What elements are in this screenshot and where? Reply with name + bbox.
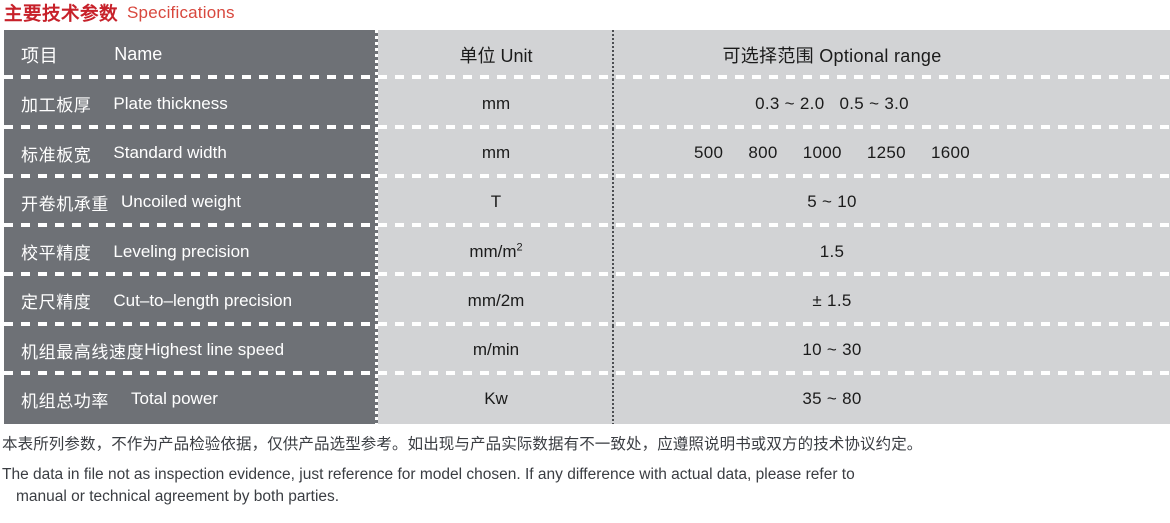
row-cell-range: 1.5 — [614, 227, 1170, 277]
row-name-cn: 开卷机承重 — [21, 194, 109, 214]
row-unit-value: T — [490, 192, 502, 212]
header-range-label: 可选择范围 Optional range — [722, 45, 942, 66]
row-unit-value: mm — [481, 93, 511, 113]
row-cell-name: 标准板宽 Standard width — [4, 128, 378, 179]
row-cell-unit: T — [378, 177, 614, 228]
header-cell-name: 项目 Name — [4, 30, 378, 80]
row-range-value: 500 800 1000 1250 1600 — [693, 143, 971, 163]
table-row: 定尺精度 Cut–to–length precision mm/2m ± 1.5 — [4, 276, 1170, 326]
footnote-en-line1: The data in file not as inspection evide… — [2, 466, 855, 483]
table-header-row: 项目 Name 单位 Unit 可选择范围 Optional range — [4, 30, 1170, 80]
footnote-en-line2: manual or technical agreement by both pa… — [16, 488, 340, 505]
row-range-value: 1.5 — [819, 241, 845, 261]
header-name-cn: 项目 — [21, 45, 59, 66]
row-name-en: Plate thickness — [113, 93, 228, 113]
row-cell-unit: mm/2m — [378, 276, 614, 326]
row-cell-unit: mm/m2 — [378, 227, 614, 277]
table-row: 开卷机承重 Uncoiled weight T 5 ~ 10 — [4, 177, 1170, 228]
page-title-cn: 主要技术参数 — [4, 3, 119, 24]
row-cell-range: ± 1.5 — [614, 276, 1170, 326]
footnote-en: The data in file not as inspection evide… — [2, 464, 1170, 508]
row-name-cn: 定尺精度 — [21, 293, 92, 313]
row-range-value: 5 ~ 10 — [807, 192, 857, 212]
row-cell-name: 机组最高线速度 Highest line speed — [4, 325, 378, 376]
row-range-value: 0.3 ~ 2.0 0.5 ~ 3.0 — [755, 93, 909, 113]
row-unit-value: mm — [481, 143, 511, 163]
row-cell-name: 校平精度 Leveling precision — [4, 227, 378, 277]
row-name-en: Highest line speed — [144, 340, 285, 360]
row-cell-name: 加工板厚 Plate thickness — [4, 79, 378, 129]
row-cell-range: 500 800 1000 1250 1600 — [614, 128, 1170, 178]
table-row: 机组最高线速度 Highest line speed m/min 10 ~ 30 — [4, 325, 1170, 376]
row-name-en: Leveling precision — [113, 241, 250, 261]
row-name-cn: 加工板厚 — [21, 96, 92, 116]
row-cell-unit: Kw — [378, 374, 614, 425]
header-cell-range: 可选择范围 Optional range — [614, 30, 1170, 80]
row-cell-unit: m/min — [378, 325, 614, 376]
row-name-en: Uncoiled weight — [121, 192, 242, 212]
row-name-cn: 校平精度 — [21, 244, 92, 264]
row-name-en: Total power — [131, 389, 218, 409]
header-unit-label: 单位 Unit — [459, 45, 533, 66]
footnote: 本表所列参数，不作为产品检验依据，仅供产品选型参考。如出现与产品实际数据有不一致… — [2, 432, 1170, 508]
row-unit-value: m/min — [472, 340, 520, 360]
specifications-table: 项目 Name 单位 Unit 可选择范围 Optional range 加工板… — [4, 30, 1170, 425]
row-range-value: 10 ~ 30 — [802, 340, 862, 360]
row-unit-value: Kw — [484, 389, 508, 409]
header-name-en: Name — [114, 44, 163, 65]
row-cell-range: 0.3 ~ 2.0 0.5 ~ 3.0 — [614, 79, 1170, 129]
row-name-en: Cut–to–length precision — [113, 290, 293, 310]
row-cell-range: 10 ~ 30 — [614, 325, 1170, 375]
row-unit-value: mm/2m — [467, 290, 525, 310]
row-cell-unit: mm — [378, 79, 614, 129]
row-cell-range: 5 ~ 10 — [614, 177, 1170, 227]
row-cell-unit: mm — [378, 128, 614, 179]
row-cell-name: 开卷机承重 Uncoiled weight — [4, 177, 378, 228]
row-cell-name: 定尺精度 Cut–to–length precision — [4, 276, 378, 326]
footnote-cn: 本表所列参数，不作为产品检验依据，仅供产品选型参考。如出现与产品实际数据有不一致… — [2, 436, 923, 453]
row-name-cn: 机组总功率 — [21, 391, 109, 411]
unit-superscript: 2 — [516, 240, 523, 253]
header-cell-unit: 单位 Unit — [378, 30, 614, 80]
table-row: 加工板厚 Plate thickness mm 0.3 ~ 2.0 0.5 ~ … — [4, 79, 1170, 129]
table-row: 校平精度 Leveling precision mm/m2 1.5 — [4, 227, 1170, 277]
row-name-en: Standard width — [113, 143, 227, 163]
row-cell-name: 机组总功率 Total power — [4, 374, 378, 425]
page-title: 主要技术参数 Specifications — [4, 0, 235, 26]
row-name-cn: 标准板宽 — [21, 145, 92, 165]
row-unit-value: mm/m2 — [469, 240, 523, 261]
row-range-value: ± 1.5 — [812, 290, 852, 310]
row-name-cn: 机组最高线速度 — [21, 342, 145, 362]
row-cell-range: 35 ~ 80 — [614, 374, 1170, 424]
page-title-en: Specifications — [127, 3, 235, 22]
table-row: 标准板宽 Standard width mm 500 800 1000 1250… — [4, 128, 1170, 179]
row-range-value: 35 ~ 80 — [802, 389, 862, 409]
table-row: 机组总功率 Total power Kw 35 ~ 80 — [4, 374, 1170, 425]
